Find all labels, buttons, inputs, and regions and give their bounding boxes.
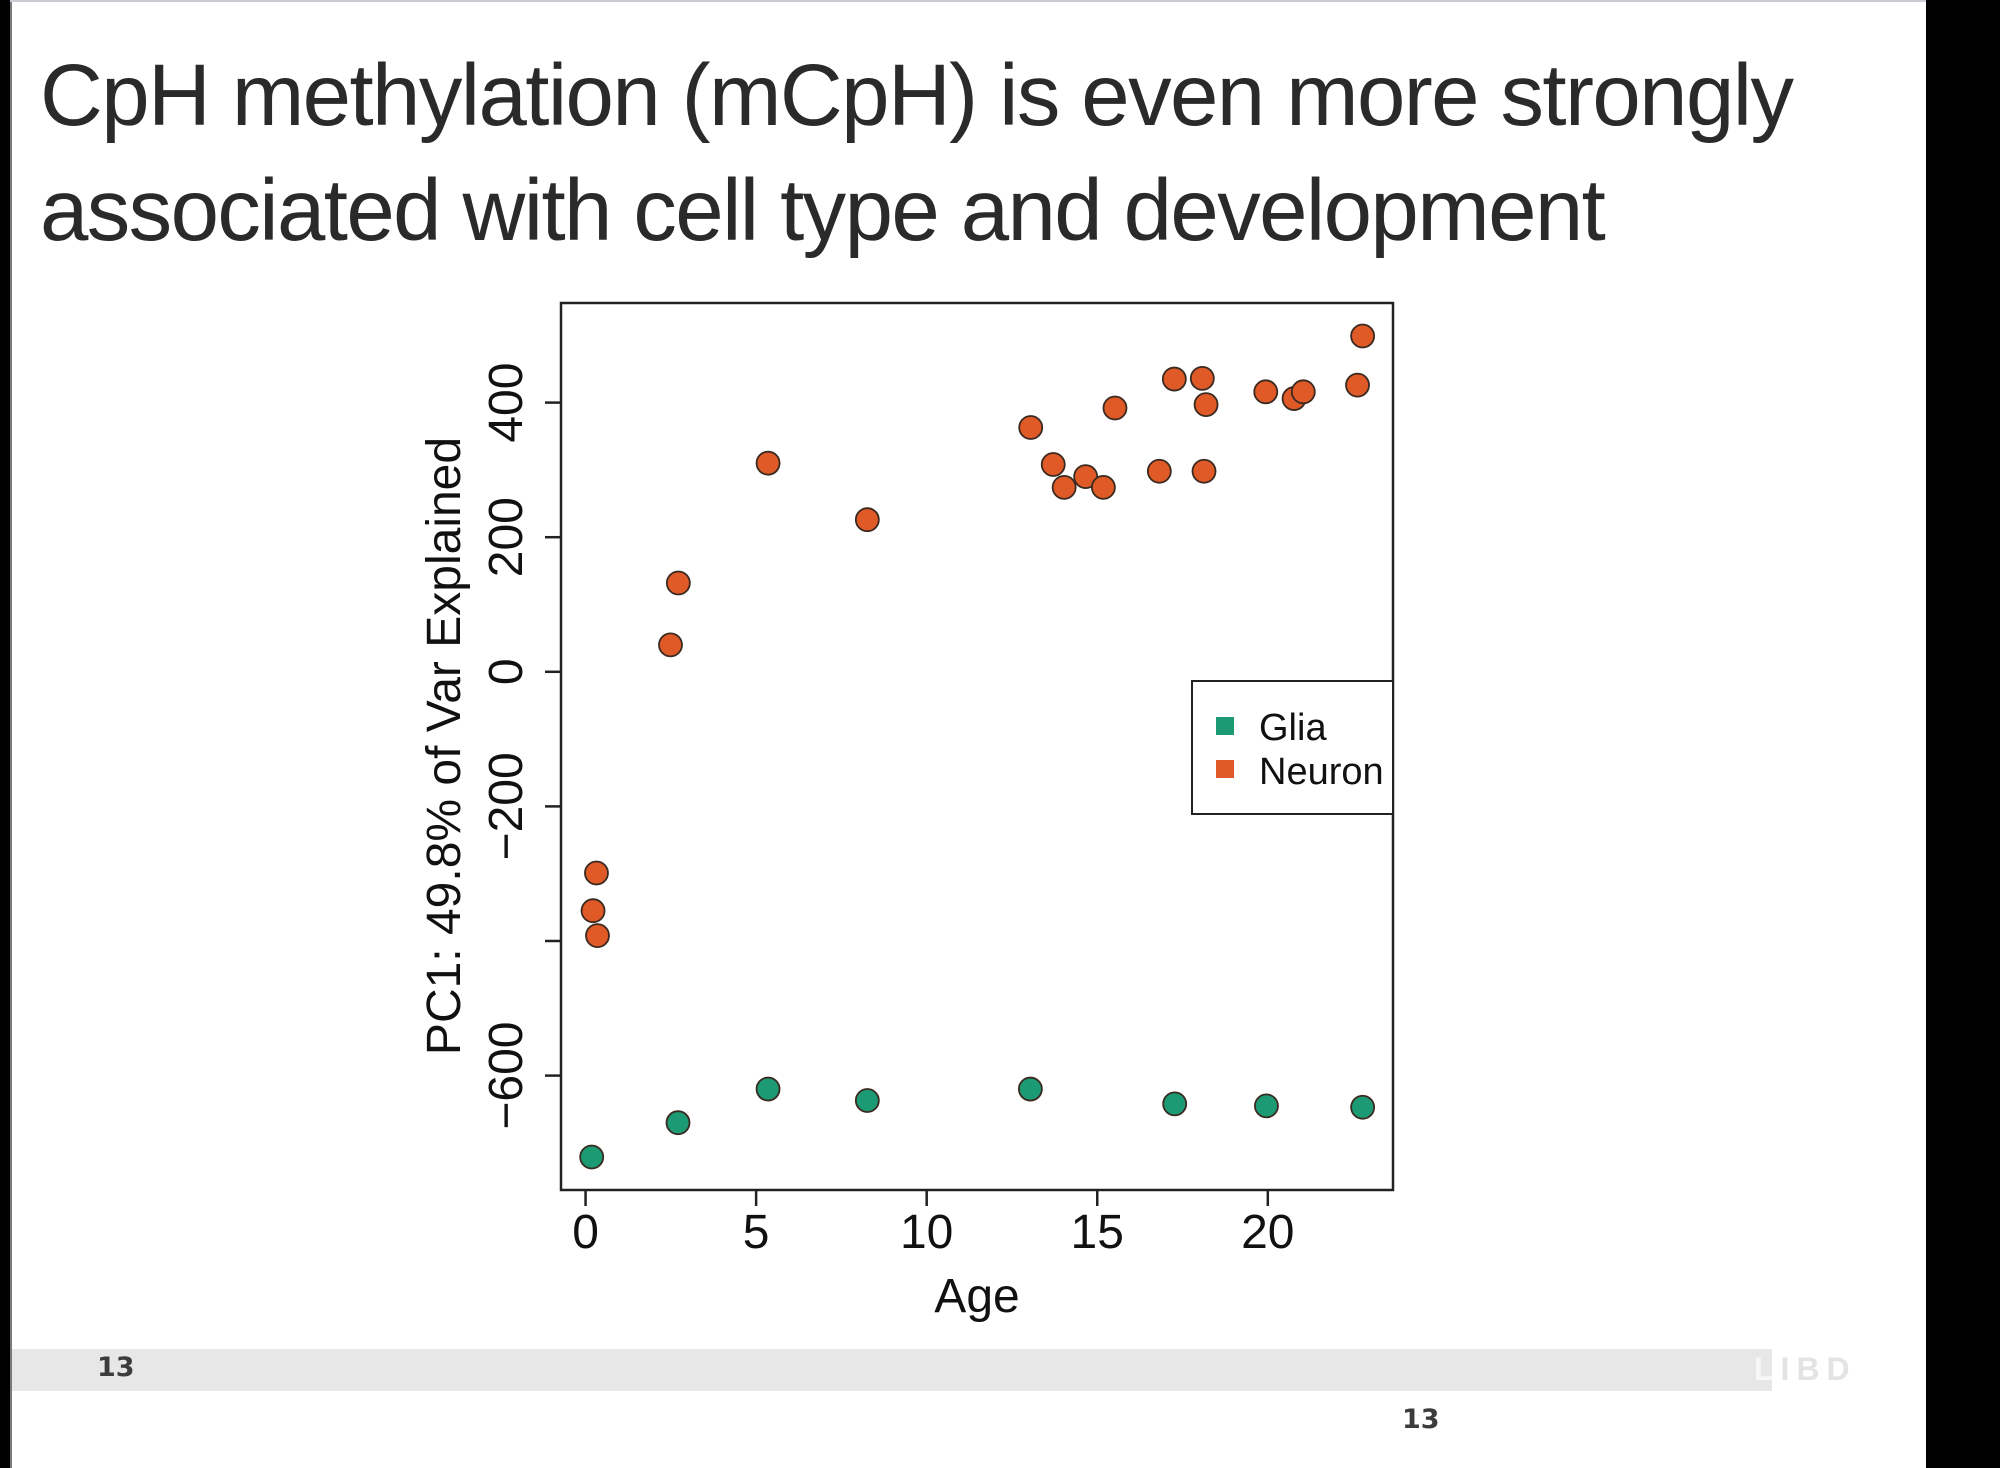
glia-point xyxy=(854,1088,880,1113)
x-tick-label: 10 xyxy=(900,1206,953,1259)
neuron-point xyxy=(1102,395,1128,421)
points-layer xyxy=(579,323,1376,1170)
neuron-point xyxy=(1090,474,1116,500)
neuron-point xyxy=(585,923,610,949)
x-tick-label: 15 xyxy=(1071,1206,1124,1259)
legend: Glia Neuron xyxy=(1191,680,1394,815)
neuron-point xyxy=(1161,366,1187,392)
glia-point xyxy=(1254,1093,1279,1119)
legend-box xyxy=(1191,680,1394,815)
neuron-point xyxy=(1350,323,1376,349)
neuron-point xyxy=(584,860,609,886)
neuron-point xyxy=(1345,372,1370,398)
x-tick-label: 5 xyxy=(743,1206,770,1259)
x-tick-label: 0 xyxy=(572,1206,599,1259)
legend-swatch-neuron xyxy=(1216,760,1234,778)
neuron-point xyxy=(1018,415,1044,440)
footer-bar xyxy=(12,1349,1772,1391)
legend-swatch-glia xyxy=(1216,717,1234,735)
neuron-point xyxy=(1073,464,1099,490)
slide-title-line-2: associated with cell type and developmen… xyxy=(40,162,1606,259)
neuron-point xyxy=(665,570,691,596)
neuron-point xyxy=(1146,458,1172,484)
x-axis: 0 5 10 15 20 xyxy=(572,1190,1295,1259)
glia-point xyxy=(1350,1094,1376,1120)
libd-logo: LIBD xyxy=(1754,1351,1857,1388)
x-tick-label: 20 xyxy=(1241,1206,1294,1259)
y-tick-label: 0 xyxy=(480,658,533,685)
y-tick-label: −600 xyxy=(480,1022,533,1130)
glia-point xyxy=(579,1144,605,1170)
series-neuron xyxy=(580,323,1376,949)
neuron-point xyxy=(1051,474,1077,500)
neuron-point xyxy=(1193,392,1219,418)
x-axis-title: Age xyxy=(934,1270,1019,1323)
glia-point xyxy=(1162,1091,1188,1117)
glia-point xyxy=(755,1076,781,1102)
libd-logo-rest: IBD xyxy=(1780,1351,1857,1387)
neuron-point xyxy=(755,450,781,476)
slide-title-line-1: CpH methylation (mCpH) is even more stro… xyxy=(40,47,1794,144)
neuron-point xyxy=(1253,379,1279,405)
neuron-point xyxy=(1191,458,1217,484)
y-tick-label: −200 xyxy=(480,752,533,860)
y-axis-title: PC1: 49.8% of Var Explained xyxy=(418,437,471,1055)
neuron-point xyxy=(1189,365,1215,391)
top-border-line xyxy=(10,0,1926,2)
glia-point xyxy=(665,1110,691,1136)
right-black-border xyxy=(1926,0,2000,1468)
y-tick-label: 200 xyxy=(480,497,533,577)
y-tick-label: 400 xyxy=(480,363,533,443)
page-number-secondary: 13 xyxy=(1402,1404,1440,1435)
neuron-point xyxy=(1290,379,1316,405)
neuron-point xyxy=(580,898,606,924)
y-axis: −600 −200 0 200 400 xyxy=(480,363,561,1130)
slide-title: CpH methylation (mCpH) is even more stro… xyxy=(40,38,1920,268)
libd-logo-l: L xyxy=(1754,1351,1781,1387)
left-border-edge xyxy=(10,0,12,1468)
series-glia xyxy=(579,1076,1376,1170)
legend-label-neuron: Neuron xyxy=(1259,751,1384,793)
page-number: 13 xyxy=(97,1352,135,1383)
legend-label-glia: Glia xyxy=(1259,707,1327,749)
left-black-border xyxy=(0,0,10,1468)
neuron-point xyxy=(854,507,880,533)
neuron-point xyxy=(1040,452,1066,477)
glia-point xyxy=(1017,1076,1043,1102)
neuron-point xyxy=(658,632,683,658)
